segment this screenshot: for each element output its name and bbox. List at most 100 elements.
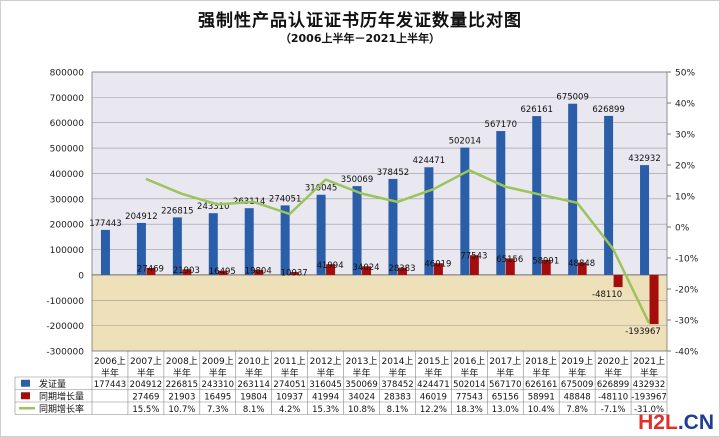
table-cell: -7.1% bbox=[601, 405, 626, 415]
table-cell: 10.4% bbox=[528, 405, 555, 415]
x-category-label: 2014上半年 bbox=[382, 356, 414, 379]
table-cell: 502014 bbox=[453, 380, 485, 390]
x-category-label: 2010上半年 bbox=[238, 356, 270, 379]
bar-issued-label: 432932 bbox=[628, 154, 660, 164]
table-cell: 21903 bbox=[168, 392, 195, 402]
x-category-label: 2016上半年 bbox=[453, 356, 485, 379]
bar-issued-label: 204912 bbox=[125, 212, 157, 222]
x-category-label: 2018上半年 bbox=[525, 356, 557, 379]
bar-issued bbox=[460, 147, 470, 275]
y-right-tick-label: 0% bbox=[675, 224, 690, 234]
bar-growth bbox=[146, 267, 156, 275]
table-cell: 27469 bbox=[132, 392, 159, 402]
table-cell: 7.8% bbox=[566, 405, 588, 415]
bar-growth bbox=[326, 264, 336, 275]
table-cell: 15.3% bbox=[312, 405, 339, 415]
bar-issued bbox=[280, 205, 290, 275]
table-cell: 18.3% bbox=[456, 405, 483, 415]
bar-growth bbox=[469, 255, 479, 275]
bar-issued bbox=[424, 167, 434, 275]
table-cell: 378452 bbox=[381, 380, 413, 390]
bar-growth-label: 21903 bbox=[173, 266, 200, 276]
line-growth-rate bbox=[145, 169, 651, 324]
bar-growth-label: 34024 bbox=[353, 263, 380, 273]
x-category-label: 2007上半年 bbox=[130, 356, 162, 379]
table-cell: 626899 bbox=[597, 380, 629, 390]
bar-growth bbox=[577, 262, 587, 275]
table-cell: 10.8% bbox=[348, 405, 375, 415]
bar-growth bbox=[254, 269, 264, 275]
bar-growth bbox=[290, 272, 300, 275]
table-cell: 4.2% bbox=[279, 405, 301, 415]
table-cell: 16495 bbox=[204, 392, 231, 402]
bar-growth bbox=[362, 266, 372, 275]
bar-issued bbox=[172, 217, 182, 275]
y-right-tick-label: -40% bbox=[675, 348, 699, 358]
table-cell: 424471 bbox=[417, 380, 449, 390]
y-left-tick-label: 600000 bbox=[50, 119, 85, 129]
bar-issued-label: 567170 bbox=[485, 120, 517, 130]
bar-issued-label: 424471 bbox=[413, 156, 445, 166]
chart-title: 强制性产品认证证书历年发证数量比对图 bbox=[198, 11, 522, 31]
bar-issued-label: 502014 bbox=[449, 137, 481, 147]
table-cell: 12.2% bbox=[420, 405, 447, 415]
table-cell: 350069 bbox=[345, 380, 377, 390]
y-left-tick-label: 800000 bbox=[50, 69, 85, 79]
bar-growth bbox=[649, 274, 659, 325]
bar-growth-label: 58991 bbox=[532, 256, 559, 266]
table-cell: -193967 bbox=[631, 392, 667, 402]
legend-label: 同期增长率 bbox=[39, 403, 84, 415]
bar-issued-label: 350069 bbox=[341, 175, 373, 185]
bar-issued bbox=[532, 116, 542, 275]
y-right-tick-label: -30% bbox=[675, 317, 699, 327]
bar-growth bbox=[397, 267, 407, 275]
table-cell: 48848 bbox=[564, 392, 591, 402]
table-cell: -48110 bbox=[598, 392, 628, 402]
y-right-tick-label: 10% bbox=[675, 193, 695, 203]
x-category-label: 2017上半年 bbox=[489, 356, 521, 379]
plot-area-lower bbox=[92, 274, 667, 351]
table-cell: 15.5% bbox=[132, 405, 159, 415]
legend-label: 同期增长量 bbox=[39, 390, 84, 402]
bar-issued bbox=[604, 115, 614, 275]
x-category-label: 2006上半年 bbox=[94, 356, 126, 379]
bar-growth bbox=[613, 274, 623, 288]
table-cell: 626161 bbox=[525, 380, 557, 390]
table-cell: 8.1% bbox=[243, 405, 265, 415]
bar-growth-label: 10937 bbox=[281, 269, 308, 279]
bar-issued bbox=[388, 178, 398, 275]
legend-marker-bar bbox=[21, 392, 30, 400]
bar-growth bbox=[433, 263, 443, 275]
bar-issued bbox=[496, 131, 506, 275]
chart-subtitle: （2006上半年－2021上半年） bbox=[279, 32, 441, 45]
bar-issued-label: 226815 bbox=[161, 206, 193, 216]
watermark-domain: .CN bbox=[677, 411, 714, 434]
table-cell: 675009 bbox=[561, 380, 593, 390]
x-category-label: 2020上半年 bbox=[597, 356, 629, 379]
bar-issued-label: 675009 bbox=[556, 93, 588, 103]
bar-growth-label: 41994 bbox=[317, 261, 344, 271]
table-cell: 77543 bbox=[456, 392, 483, 402]
bar-issued bbox=[316, 194, 326, 275]
y-left-tick-label: 300000 bbox=[50, 195, 85, 205]
x-category-label: 2019上半年 bbox=[561, 356, 593, 379]
y-right-tick-label: 20% bbox=[675, 162, 695, 172]
y-left-tick-label: 400000 bbox=[50, 170, 85, 180]
y-right-tick-label: 30% bbox=[675, 131, 695, 141]
table-cell: 177443 bbox=[94, 380, 126, 390]
bar-growth-label: 77543 bbox=[460, 252, 487, 262]
y-left-tick-label: -200000 bbox=[46, 322, 84, 332]
watermark-brand: H2L bbox=[638, 411, 678, 434]
bar-issued-label: 316045 bbox=[305, 184, 337, 194]
x-category-label: 2011上半年 bbox=[274, 356, 306, 379]
bar-growth-label: 19804 bbox=[245, 266, 272, 276]
table-cell: 263114 bbox=[237, 380, 269, 390]
bar-issued-label: 177443 bbox=[89, 219, 121, 229]
bar-growth-label: 27469 bbox=[137, 264, 164, 274]
table-cell: 34024 bbox=[348, 392, 375, 402]
table-cell: 7.3% bbox=[207, 405, 229, 415]
x-category-label: 2009上半年 bbox=[202, 356, 234, 379]
bar-growth-label: 48848 bbox=[568, 259, 595, 269]
bar-growth-label: -193967 bbox=[625, 327, 661, 337]
